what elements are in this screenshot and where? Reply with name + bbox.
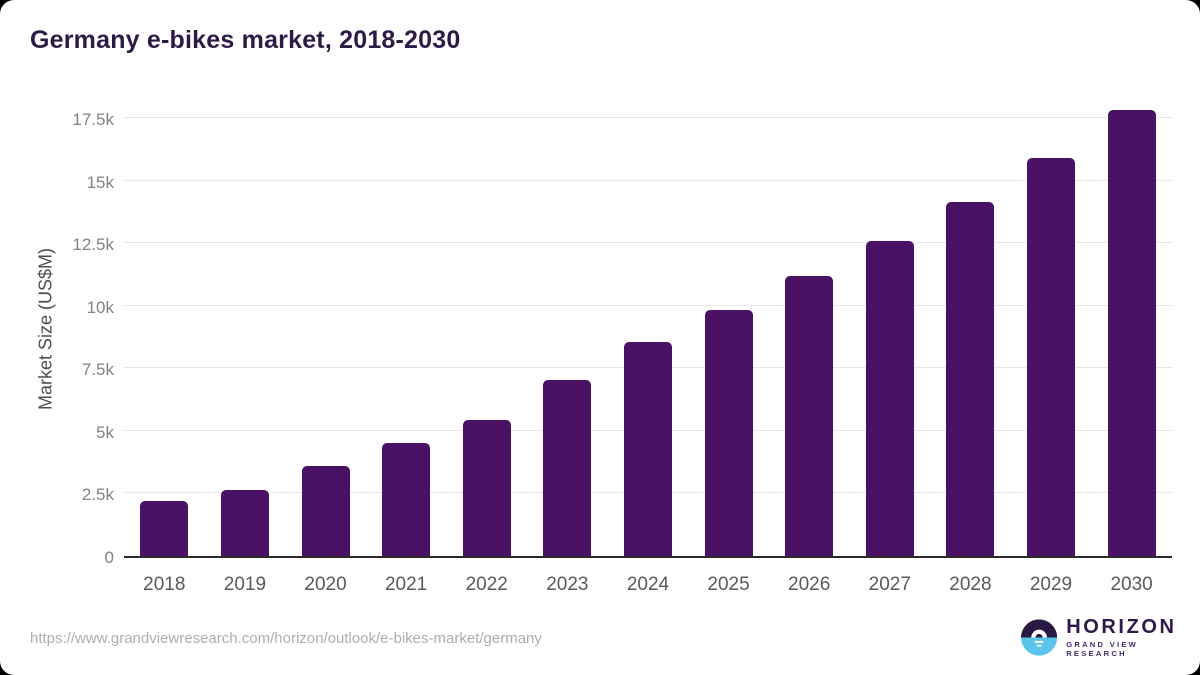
horizon-logo-text: HORIZON GRAND VIEW RESEARCH: [1066, 616, 1200, 659]
x-tick-label-2025: 2025: [707, 574, 750, 595]
bar-2023: [543, 380, 592, 556]
bar-2022: [462, 420, 511, 556]
x-tick-label-2024: 2024: [626, 574, 670, 595]
x-tick-label-2028: 2028: [949, 574, 992, 595]
x-axis-tick-labels: 2018 2019 2020 2021 2022 2023 2024 2025 2026 2027…: [124, 560, 1172, 596]
gridline-12.5k: [124, 242, 1172, 244]
bar-series: [124, 100, 1172, 556]
y-axis-tick-labels: 0 2.5k 5k 7.5k 10k 12.5k 15k 17.5k: [0, 100, 114, 567]
x-tick-label-2022: 2022: [465, 574, 508, 595]
horizon-logo-icon: [1021, 619, 1058, 656]
y-tick-label-12.5k: 12.5k: [72, 235, 114, 255]
bar-2019: [220, 490, 269, 556]
x-tick-label-2020: 2020: [304, 574, 347, 595]
x-tick-label-2026: 2026: [788, 574, 831, 595]
x-tick-label-2018: 2018: [143, 574, 186, 595]
y-tick-label-5k: 5k: [96, 422, 114, 442]
plot-area: [124, 100, 1172, 558]
chart-title: Germany e-bikes market, 2018-2030: [30, 26, 461, 54]
y-tick-label-2.5k: 2.5k: [81, 485, 114, 505]
y-tick-label-0: 0: [104, 548, 114, 567]
y-tick-label-10k: 10k: [86, 297, 114, 317]
x-tick-label-2027: 2027: [868, 574, 911, 595]
bar-2024: [623, 342, 672, 556]
x-tick-label-2019: 2019: [223, 574, 267, 595]
horizon-logo-name: HORIZON: [1066, 616, 1177, 638]
x-tick-label-2023: 2023: [546, 574, 589, 595]
bar-2018: [140, 501, 189, 556]
y-tick-label-17.5k: 17.5k: [72, 110, 114, 129]
y-tick-label-7.5k: 7.5k: [81, 360, 114, 380]
bar-2025: [704, 310, 753, 556]
gridline-17.5k: [124, 117, 1172, 118]
bar-2026: [785, 276, 834, 556]
gridline-10k: [124, 304, 1172, 306]
horizon-logo: HORIZON GRAND VIEW RESEARCH: [1021, 617, 1200, 658]
x-tick-label-2021: 2021: [384, 574, 428, 595]
bar-2030: [1107, 110, 1156, 556]
y-tick-label-15k: 15k: [86, 172, 114, 192]
gridline-15k: [124, 179, 1172, 181]
x-tick-label-2030: 2030: [1110, 574, 1153, 595]
horizon-logo-subtitle: GRAND VIEW RESEARCH: [1066, 640, 1139, 658]
source-url: https://www.grandviewresearch.com/horizo…: [30, 630, 542, 647]
bar-2027: [865, 241, 914, 556]
bar-2029: [1027, 158, 1075, 556]
x-tick-label-2029: 2029: [1029, 574, 1073, 595]
bar-2021: [382, 443, 431, 556]
bar-2020: [301, 466, 350, 556]
bar-2028: [946, 202, 995, 556]
